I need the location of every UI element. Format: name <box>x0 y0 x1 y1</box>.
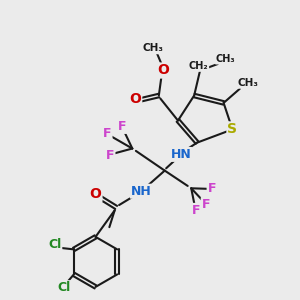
Text: F: F <box>106 149 115 162</box>
Text: F: F <box>103 127 112 140</box>
Text: F: F <box>202 198 210 211</box>
Text: Cl: Cl <box>57 281 70 294</box>
Text: CH₃: CH₃ <box>142 44 164 53</box>
Text: CH₂: CH₂ <box>189 61 208 71</box>
Text: O: O <box>90 187 101 201</box>
Text: O: O <box>157 64 169 77</box>
Text: O: O <box>129 92 141 106</box>
Text: NH: NH <box>131 185 152 198</box>
Text: F: F <box>118 120 126 133</box>
Text: HN: HN <box>170 148 191 161</box>
Text: F: F <box>208 182 216 195</box>
Text: CH₃: CH₃ <box>238 78 259 88</box>
Text: F: F <box>191 204 200 217</box>
Text: S: S <box>227 122 237 136</box>
Text: Cl: Cl <box>48 238 61 251</box>
Text: CH₃: CH₃ <box>216 54 236 64</box>
